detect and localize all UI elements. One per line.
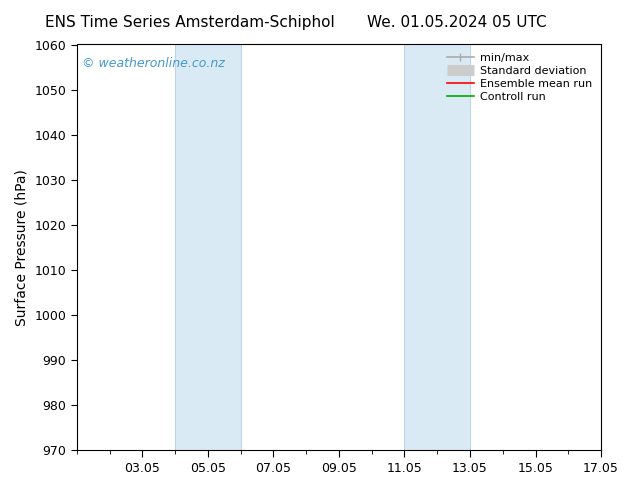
Text: ENS Time Series Amsterdam-Schiphol: ENS Time Series Amsterdam-Schiphol [45, 15, 335, 30]
Text: We. 01.05.2024 05 UTC: We. 01.05.2024 05 UTC [366, 15, 547, 30]
Y-axis label: Surface Pressure (hPa): Surface Pressure (hPa) [15, 169, 29, 326]
Text: © weatheronline.co.nz: © weatheronline.co.nz [82, 57, 225, 70]
Bar [404, 45, 470, 450]
Bar [175, 45, 241, 450]
Legend: min/max, Standard deviation, Ensemble mean run, Controll run: min/max, Standard deviation, Ensemble me… [443, 50, 595, 105]
